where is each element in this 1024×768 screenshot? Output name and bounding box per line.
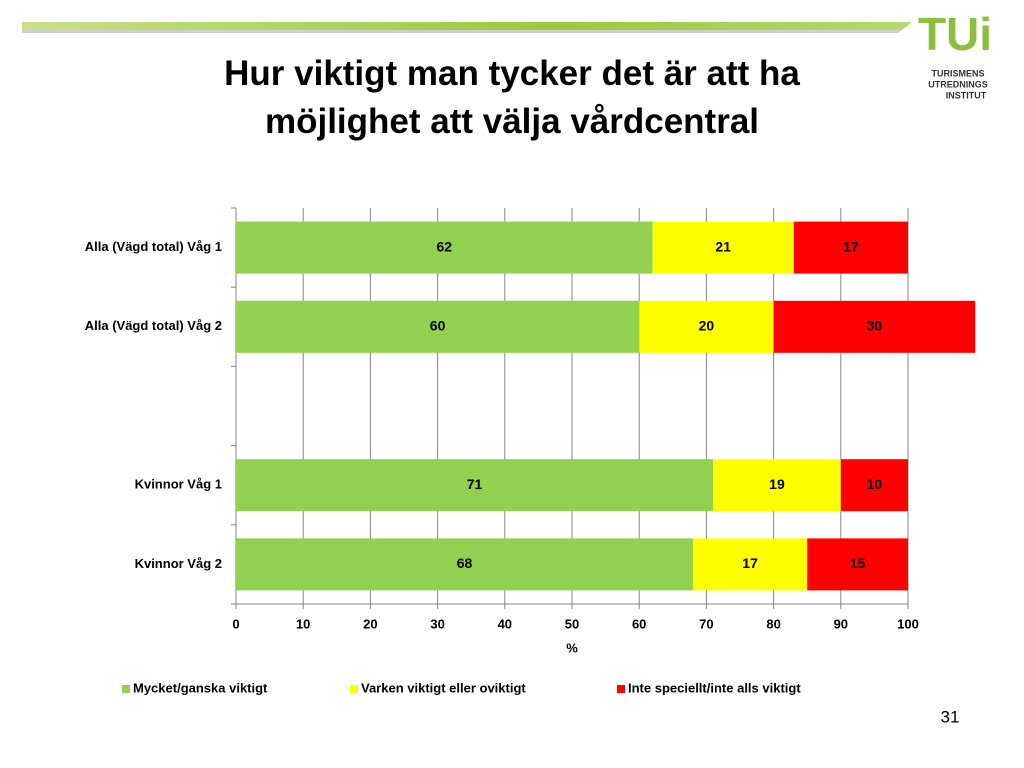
value-label: 68	[457, 555, 473, 571]
legend-swatch	[122, 685, 130, 693]
value-label: 19	[769, 476, 785, 492]
logo-text: TURISMENS	[931, 68, 984, 78]
value-label: 60	[430, 318, 446, 334]
x-tick-label: 80	[766, 616, 780, 631]
logo-text: UTREDNINGS	[928, 79, 988, 89]
y-tick-label: Kvinnor Våg 1	[135, 477, 222, 492]
legend-label: Mycket/ganska viktigt	[133, 680, 268, 695]
bar-segment	[692, 538, 808, 591]
legend-swatch	[350, 685, 358, 693]
bar-segment	[773, 300, 976, 353]
x-tick-label: 40	[498, 616, 512, 631]
bar-segment	[793, 221, 908, 274]
y-tick-label: Alla (Vägd total) Våg 2	[85, 318, 222, 333]
bar-segment	[807, 538, 908, 591]
bar-segment	[236, 538, 693, 591]
bar-segment	[713, 459, 841, 512]
logo-mark: TUi	[918, 8, 992, 60]
value-label: 15	[850, 555, 866, 571]
header-band	[22, 22, 912, 30]
y-tick-label: Alla (Vägd total) Våg 1	[85, 239, 222, 254]
bar-segment	[840, 459, 908, 512]
x-tick-label: 30	[430, 616, 444, 631]
logo-text: INSTITUT	[946, 90, 987, 100]
bar-segment	[236, 221, 653, 274]
x-tick-label: 60	[632, 616, 646, 631]
bar-segment	[236, 459, 714, 512]
value-label: 10	[867, 476, 883, 492]
value-label: 62	[437, 238, 453, 254]
x-tick-label: 90	[834, 616, 848, 631]
page-number: 31	[941, 707, 960, 726]
value-label: 17	[742, 555, 758, 571]
chart-title: Hur viktigt man tycker det är att ha möj…	[224, 54, 800, 141]
bar-segment	[652, 221, 794, 274]
x-axis-label: %	[566, 640, 578, 655]
bar-segment	[639, 300, 774, 353]
value-label: 20	[699, 318, 715, 334]
x-tick-label: 70	[699, 616, 713, 631]
x-tick-label: 10	[296, 616, 310, 631]
x-tick-label: 0	[232, 616, 239, 631]
value-label: 17	[843, 238, 859, 254]
value-label: 21	[715, 238, 731, 254]
x-tick-label: 20	[363, 616, 377, 631]
x-tick-label: 50	[565, 616, 579, 631]
y-tick-label: Kvinnor Våg 2	[135, 556, 222, 571]
bar-segment	[236, 300, 640, 353]
header-shadow	[22, 30, 902, 33]
legend-swatch	[617, 685, 625, 693]
value-label: 30	[867, 318, 883, 334]
legend-label: Inte speciellt/inte alls viktigt	[628, 680, 801, 695]
x-tick-label: 100	[897, 616, 919, 631]
legend-label: Varken viktigt eller oviktigt	[361, 680, 526, 695]
value-label: 71	[467, 476, 483, 492]
